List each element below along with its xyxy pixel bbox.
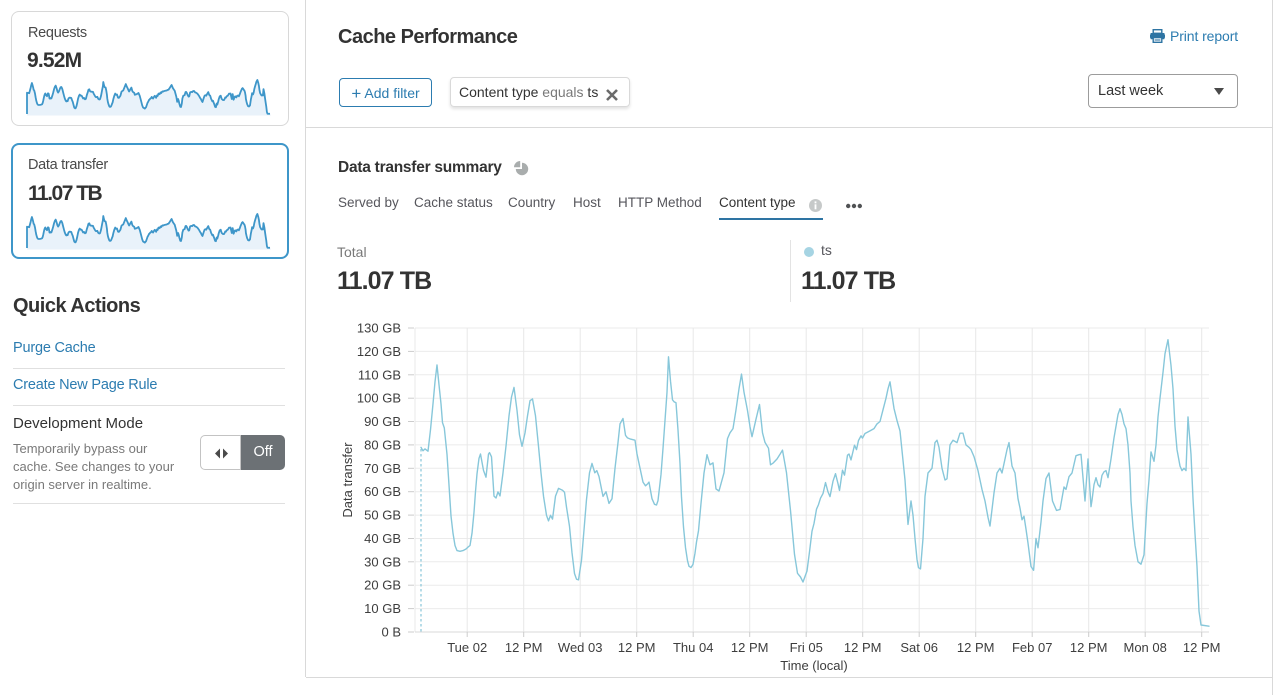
- svg-text:50 GB: 50 GB: [364, 508, 401, 523]
- svg-text:12 PM: 12 PM: [957, 640, 995, 655]
- svg-text:100 GB: 100 GB: [357, 391, 401, 406]
- svg-text:Tue 02: Tue 02: [447, 640, 487, 655]
- svg-text:Fri 05: Fri 05: [790, 640, 823, 655]
- svg-text:Time (local): Time (local): [780, 658, 847, 673]
- svg-text:90 GB: 90 GB: [364, 414, 401, 429]
- svg-text:12 PM: 12 PM: [1183, 640, 1221, 655]
- svg-text:110 GB: 110 GB: [358, 367, 401, 382]
- svg-text:Wed 03: Wed 03: [558, 640, 603, 655]
- svg-text:30 GB: 30 GB: [364, 554, 401, 569]
- svg-text:80 GB: 80 GB: [364, 437, 401, 452]
- svg-text:60 GB: 60 GB: [364, 484, 401, 499]
- svg-text:12 PM: 12 PM: [1070, 640, 1108, 655]
- svg-text:Sat 06: Sat 06: [900, 640, 938, 655]
- svg-text:20 GB: 20 GB: [364, 578, 401, 593]
- svg-text:12 PM: 12 PM: [731, 640, 769, 655]
- svg-text:70 GB: 70 GB: [364, 461, 401, 476]
- svg-text:120 GB: 120 GB: [357, 344, 401, 359]
- svg-text:Thu 04: Thu 04: [673, 640, 713, 655]
- svg-text:130 GB: 130 GB: [357, 321, 401, 336]
- svg-text:Mon 08: Mon 08: [1124, 640, 1167, 655]
- svg-text:12 PM: 12 PM: [618, 640, 656, 655]
- svg-text:12 PM: 12 PM: [844, 640, 882, 655]
- svg-text:40 GB: 40 GB: [364, 531, 401, 546]
- svg-text:10 GB: 10 GB: [364, 601, 401, 616]
- svg-text:0 B: 0 B: [381, 625, 401, 640]
- svg-text:Feb 07: Feb 07: [1012, 640, 1052, 655]
- svg-text:Data transfer: Data transfer: [340, 442, 355, 518]
- svg-text:12 PM: 12 PM: [505, 640, 543, 655]
